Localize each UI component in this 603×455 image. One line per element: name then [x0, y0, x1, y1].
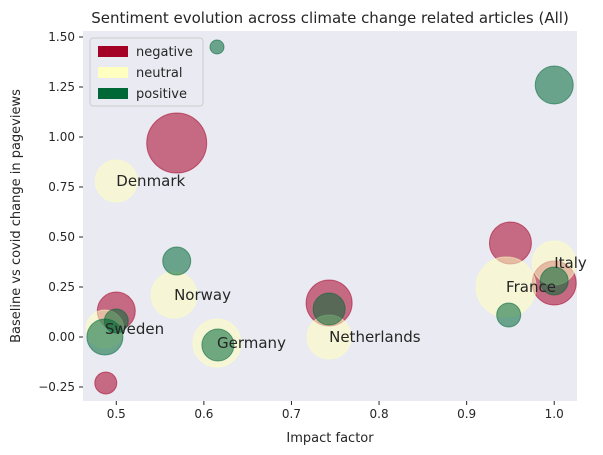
legend-label-neutral: neutral [136, 66, 183, 81]
y-axis-ticks: −0.25 0.00 0.25 0.50 0.75 1.00 1.25 1.50 [38, 30, 83, 394]
x-axis-label: Impact factor [286, 431, 374, 446]
annotation-label: Denmark [116, 172, 185, 190]
chart-title: Sentiment evolution across climate chang… [91, 9, 569, 27]
x-tick-label: 0.8 [370, 407, 389, 421]
legend-swatch-negative [98, 46, 128, 57]
x-tick-label: 1.0 [545, 407, 564, 421]
annotation-label: Netherlands [329, 328, 421, 346]
y-tick-label: 0.50 [48, 230, 75, 244]
x-tick-label: 0.7 [282, 407, 301, 421]
annotation-label: France [506, 278, 556, 296]
x-tick-label: 0.9 [457, 407, 476, 421]
annotation-label: Norway [174, 286, 231, 304]
x-tick-label: 0.5 [107, 407, 126, 421]
legend-swatch-positive [98, 88, 128, 99]
y-tick-label: 0.00 [48, 330, 75, 344]
legend-swatch-neutral [98, 67, 128, 78]
bubble-negative-2 [94, 371, 118, 395]
bubble-neutral-0 [94, 159, 138, 203]
annotations-layer: Denmark Norway Sweden Germany Netherlands Fra… [105, 172, 587, 352]
bubble-positive-1 [534, 65, 574, 105]
y-tick-label: 1.50 [48, 30, 75, 44]
y-tick-label: 0.25 [48, 280, 75, 294]
bubble-negative-0 [146, 112, 208, 174]
bubble-positive-7 [496, 302, 522, 328]
y-tick-label: −0.25 [38, 380, 75, 394]
bubble-positive-6 [312, 292, 346, 326]
points-layer [85, 39, 577, 395]
bubble-positive-4 [103, 308, 129, 334]
x-tick-label: 0.6 [194, 407, 213, 421]
y-tick-label: 0.75 [48, 180, 75, 194]
legend-label-positive: positive [136, 87, 187, 102]
bubble-positive-8 [539, 266, 569, 296]
annotation-label: Italy [554, 254, 587, 272]
y-tick-label: 1.25 [48, 80, 75, 94]
legend: negative neutral positive [89, 37, 204, 107]
bubble-positive-0 [209, 39, 225, 55]
x-axis-ticks: 0.5 0.6 0.7 0.8 0.9 1.0 [107, 401, 564, 421]
y-tick-label: 1.00 [48, 130, 75, 144]
annotation-label: Germany [217, 334, 286, 352]
legend-label-negative: negative [136, 45, 193, 60]
bubble-positive-5 [201, 328, 235, 362]
y-axis-label: Baseline vs covid change in pageviews [9, 89, 24, 343]
annotation-label: Sweden [105, 320, 164, 338]
bubble-positive-2 [162, 246, 192, 276]
